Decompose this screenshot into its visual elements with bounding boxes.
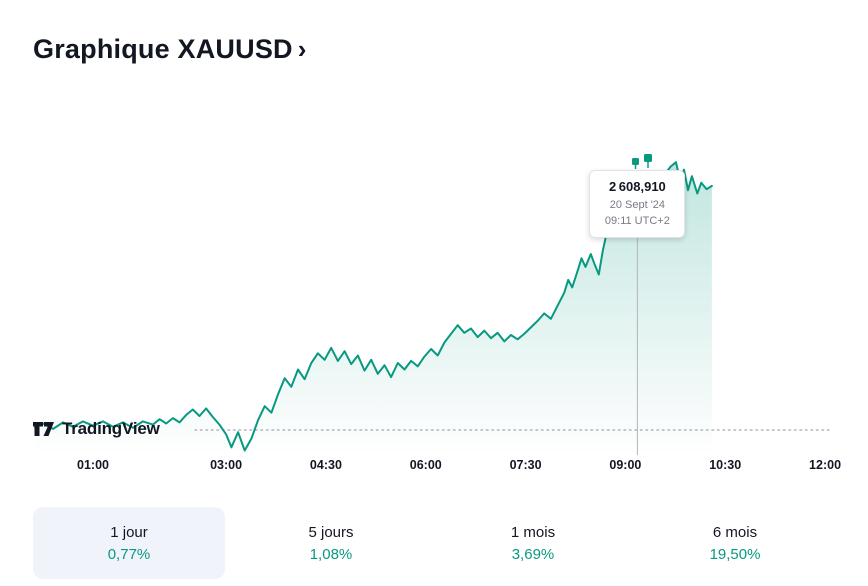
range-selector: 1 jour 0,77% 5 jours 1,08% 1 mois 3,69% … [33,507,831,579]
range-button-1-jour[interactable]: 1 jour 0,77% [33,507,225,579]
price-tooltip: 2 608,910 20 Sept '24 09:11 UTC+2 [589,170,686,238]
range-change: 19,50% [709,545,761,563]
range-change: 3,69% [511,545,555,563]
range-change: 0,77% [107,545,151,563]
x-axis-label: 03:00 [210,458,243,472]
x-axis-label: 12:00 [809,458,842,472]
range-label: 1 mois [510,523,556,541]
tradingview-attribution-link[interactable]: TradingView [33,419,160,439]
range-change: 1,08% [309,545,353,563]
tooltip-date: 20 Sept '24 [609,199,666,211]
x-axis-label: 01:00 [77,458,109,472]
x-axis-label: 04:30 [309,458,342,472]
price-chart-svg [34,161,834,455]
event-markers-glyphs [632,154,653,169]
range-button-5-jours[interactable]: 5 jours 1,08% [235,507,427,579]
range-label: 6 mois [712,523,758,541]
x-axis: 01:00 03:00 04:30 06:00 07:30 09:00 10:30 12:00 [0,458,868,476]
range-button-6-mois[interactable]: 6 mois 19,50% [639,507,831,579]
page-title[interactable]: Graphique XAUUSD › [33,34,307,65]
tradingview-logo-icon [33,422,54,436]
event-markers-icon[interactable] [631,153,657,176]
page-title-text: Graphique XAUUSD [33,34,293,64]
range-label: 1 jour [110,523,148,541]
price-chart[interactable] [0,0,868,480]
x-axis-label: 06:00 [409,458,442,472]
range-label: 5 jours [308,523,354,541]
tradingview-brand-text: TradingView [62,419,160,438]
tooltip-price: 2 608,910 [608,179,666,194]
area-fill [35,162,712,455]
range-button-1-mois[interactable]: 1 mois 3,69% [437,507,629,579]
chevron-right-icon: › [297,33,307,64]
x-axis-label: 07:30 [509,458,542,472]
x-axis-label: 10:30 [709,458,742,472]
x-axis-label: 09:00 [609,458,642,472]
tooltip-time: 09:11 UTC+2 [604,214,670,227]
